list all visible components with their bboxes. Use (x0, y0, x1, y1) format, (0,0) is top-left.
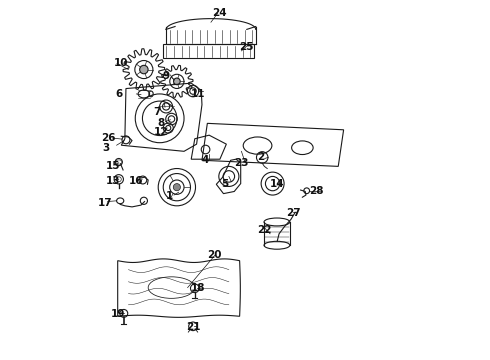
Text: 21: 21 (186, 322, 200, 332)
Text: 13: 13 (106, 176, 121, 186)
Text: 25: 25 (240, 42, 254, 51)
Text: 26: 26 (101, 133, 116, 143)
Text: 23: 23 (234, 158, 248, 168)
Text: 9: 9 (163, 71, 170, 81)
Text: 19: 19 (111, 310, 125, 319)
Text: 28: 28 (310, 186, 324, 197)
Circle shape (173, 184, 180, 191)
Circle shape (140, 65, 148, 74)
Text: 24: 24 (213, 8, 227, 18)
Text: 10: 10 (114, 58, 128, 68)
Text: 3: 3 (102, 143, 109, 153)
Text: 6: 6 (115, 89, 122, 99)
Text: 8: 8 (157, 118, 164, 128)
Text: 16: 16 (129, 176, 144, 186)
Text: 27: 27 (286, 208, 301, 219)
Text: 15: 15 (106, 161, 121, 171)
Text: 20: 20 (207, 250, 222, 260)
Text: 1: 1 (166, 191, 173, 201)
Text: 5: 5 (221, 179, 229, 189)
Text: 12: 12 (153, 127, 168, 136)
Text: 22: 22 (257, 225, 272, 235)
Text: 14: 14 (270, 179, 285, 189)
Text: 4: 4 (202, 155, 209, 165)
Text: 17: 17 (98, 198, 112, 208)
Text: 7: 7 (153, 107, 161, 117)
Circle shape (173, 78, 180, 85)
Text: 11: 11 (191, 89, 206, 99)
Text: 2: 2 (258, 152, 265, 162)
Text: 18: 18 (191, 283, 206, 293)
